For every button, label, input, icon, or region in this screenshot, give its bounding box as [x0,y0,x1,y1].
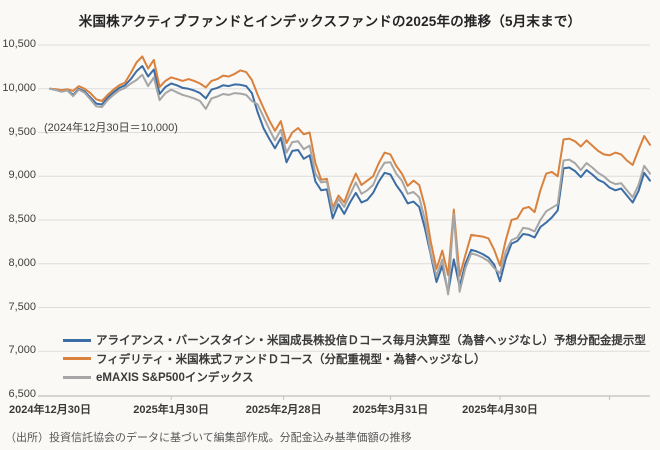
x-tick-label: 2025年3月31日 [352,404,429,416]
y-tick-label: 7,000 [8,344,36,357]
legend-line-swatch [63,375,91,379]
y-tick-label: 8,500 [8,213,36,225]
x-tick-label: 2025年1月30日 [133,404,210,416]
y-tick-label: 10,500 [2,38,36,50]
series-line-emaxis [49,73,651,296]
source-note: （出所）投資信託協会のデータに基づいて編集部作成。分配金込み基準価額の推移 [5,432,412,444]
legend-label: eMAXIS S&P500インデックス [96,372,254,385]
legend: アライアンス・バーンスタイン・米国成長株投信Ｄコース毎月決算型（為替ヘッジなし）… [63,331,646,387]
y-tick-label: 6,500 [8,388,36,400]
x-tick-label: 2024年12月30日 [9,404,91,416]
baseline-note: (2024年12月30日＝10,000) [44,122,178,134]
legend-line-swatch [63,338,91,342]
legend-item-fidelity: フィデリティ・米国株式ファンドＤコース（分配重視型・為替ヘッジなし） [63,350,646,369]
y-tick-label: 10,000 [2,81,36,94]
y-tick-label: 8,000 [8,256,36,269]
x-tick-label: 2025年2月28日 [245,404,322,416]
y-tick-label: 9,000 [8,169,36,182]
y-tick-label: 9,500 [8,125,36,138]
series-line-fidelity [49,55,651,277]
legend-item-emaxis: eMAXIS S&P500インデックス [63,368,646,387]
legend-item-alliance: アライアンス・バーンスタイン・米国成長株投信Ｄコース毎月決算型（為替ヘッジなし）… [63,331,646,350]
legend-label: アライアンス・バーンスタイン・米国成長株投信Ｄコース毎月決算型（為替ヘッジなし）… [96,335,646,348]
chart-title: 米国株アクティブファンドとインデックスファンドの2025年の推移（5月末まで） [78,14,582,29]
y-tick-label: 7,500 [8,300,36,313]
x-tick-label: 2025年4月30日 [462,404,538,416]
series-line-alliance [49,65,651,294]
legend-line-swatch [63,357,91,361]
legend-label: フィデリティ・米国株式ファンドＤコース（分配重視型・為替ヘッジなし） [96,353,486,366]
